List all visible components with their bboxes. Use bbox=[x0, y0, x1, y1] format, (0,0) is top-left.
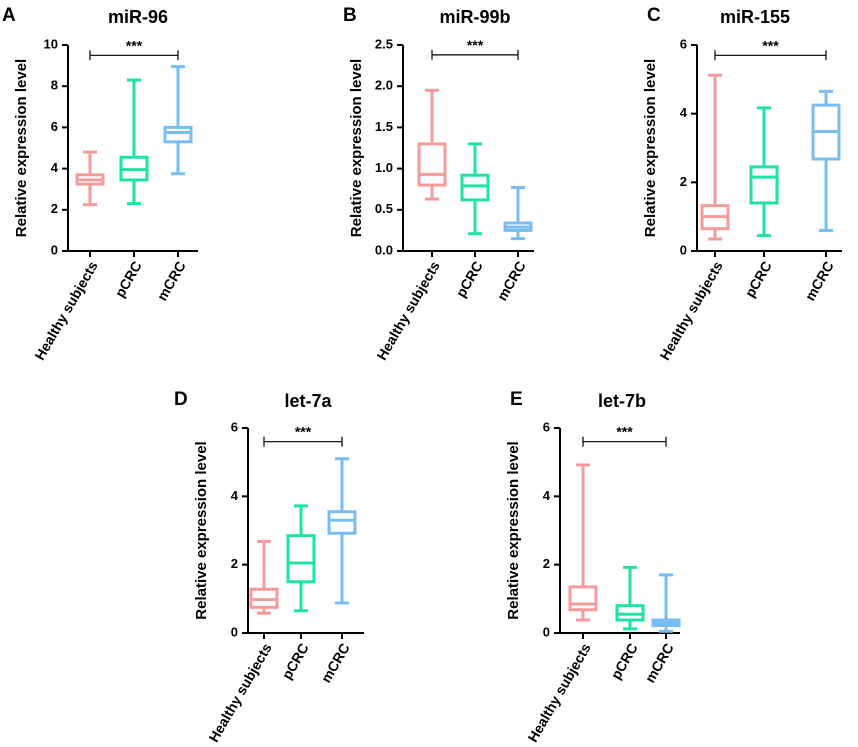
chart-title: miR-155 bbox=[720, 7, 790, 27]
x-tick-label: pCRC bbox=[742, 258, 775, 300]
iqr-box bbox=[749, 165, 779, 205]
y-tick-label: 4 bbox=[543, 488, 551, 503]
y-tick-label: 0 bbox=[543, 624, 550, 639]
y-tick-label: 2.0 bbox=[375, 78, 393, 93]
x-tick-label: Healthy subjects bbox=[373, 258, 443, 363]
y-tick-label: 4 bbox=[680, 105, 688, 120]
box-pcrc bbox=[460, 142, 490, 236]
y-tick-label: 2 bbox=[231, 556, 238, 571]
box-healthy-subjects bbox=[700, 73, 730, 241]
iqr-box bbox=[417, 142, 447, 187]
panel-letter: E bbox=[510, 389, 523, 410]
iqr-box bbox=[163, 125, 193, 144]
box-healthy-subjects bbox=[568, 463, 598, 622]
box-mcrc bbox=[651, 573, 681, 633]
chart-title: miR-99b bbox=[439, 7, 510, 27]
iqr-box bbox=[568, 585, 598, 612]
x-tick-label: mCRC bbox=[494, 258, 529, 303]
significance-label: *** bbox=[467, 37, 484, 53]
y-tick-label: 10 bbox=[44, 36, 58, 51]
box-pcrc bbox=[286, 504, 316, 613]
significance-label: *** bbox=[126, 37, 143, 53]
y-tick-label: 2.5 bbox=[375, 36, 393, 51]
y-axis-label: Relative expression level bbox=[348, 59, 365, 237]
x-tick-label: mCRC bbox=[154, 258, 189, 303]
panel-letter: A bbox=[2, 5, 16, 26]
chart-title: let-7b bbox=[598, 391, 646, 411]
box-pcrc bbox=[119, 78, 149, 206]
y-axis-label: Relative expression level bbox=[193, 441, 210, 619]
box-mcrc bbox=[163, 65, 193, 176]
y-tick-label: 4 bbox=[231, 488, 239, 503]
box-mcrc bbox=[503, 186, 533, 241]
x-tick-label: Healthy subjects bbox=[205, 640, 275, 745]
significance-label: *** bbox=[762, 37, 779, 53]
panel-letter: C bbox=[647, 5, 661, 26]
box-pcrc bbox=[749, 106, 779, 238]
y-axis-label: Relative expression level bbox=[13, 59, 30, 237]
y-tick-label: 0 bbox=[680, 242, 687, 257]
x-tick-label: Healthy subjects bbox=[656, 258, 726, 363]
significance-label: *** bbox=[616, 424, 633, 440]
y-tick-label: 0 bbox=[51, 242, 58, 257]
box-healthy-subjects bbox=[417, 88, 447, 201]
y-axis-label: Relative expression level bbox=[505, 441, 522, 619]
y-tick-label: 0.0 bbox=[375, 242, 393, 257]
y-tick-label: 8 bbox=[51, 78, 58, 93]
y-axis-label: Relative expression level bbox=[642, 59, 659, 237]
x-tick-label: pCRC bbox=[279, 640, 312, 682]
box-mcrc bbox=[327, 457, 357, 605]
y-tick-label: 0 bbox=[231, 624, 238, 639]
significance-label: *** bbox=[295, 424, 312, 440]
y-tick-label: 1.0 bbox=[375, 160, 393, 175]
y-tick-label: 6 bbox=[680, 36, 687, 51]
box-healthy-subjects bbox=[75, 150, 105, 207]
box-pcrc bbox=[615, 565, 645, 631]
y-tick-label: 0.5 bbox=[375, 201, 393, 216]
panel-letter: D bbox=[174, 389, 188, 410]
y-tick-label: 2 bbox=[51, 201, 58, 216]
y-tick-label: 4 bbox=[51, 160, 59, 175]
x-tick-label: pCRC bbox=[608, 640, 641, 682]
x-tick-label: Healthy subjects bbox=[524, 640, 594, 745]
y-tick-label: 6 bbox=[51, 119, 58, 134]
iqr-box bbox=[327, 510, 357, 535]
y-tick-label: 2 bbox=[680, 174, 687, 189]
x-tick-label: pCRC bbox=[453, 258, 486, 300]
panel-letter: B bbox=[343, 5, 357, 26]
x-tick-label: mCRC bbox=[642, 640, 677, 685]
x-tick-label: mCRC bbox=[802, 258, 837, 303]
x-tick-label: Healthy subjects bbox=[31, 258, 101, 363]
chart-title: let-7a bbox=[284, 391, 332, 411]
x-tick-label: pCRC bbox=[112, 258, 145, 300]
y-tick-label: 6 bbox=[231, 419, 238, 434]
box-mcrc bbox=[811, 89, 841, 232]
y-tick-label: 6 bbox=[543, 419, 550, 434]
x-tick-label: mCRC bbox=[318, 640, 353, 685]
y-tick-label: 2 bbox=[543, 556, 550, 571]
iqr-box bbox=[286, 534, 316, 584]
chart-title: miR-96 bbox=[108, 7, 168, 27]
box-healthy-subjects bbox=[249, 539, 279, 615]
iqr-box bbox=[460, 173, 490, 202]
y-tick-label: 1.5 bbox=[375, 119, 393, 134]
